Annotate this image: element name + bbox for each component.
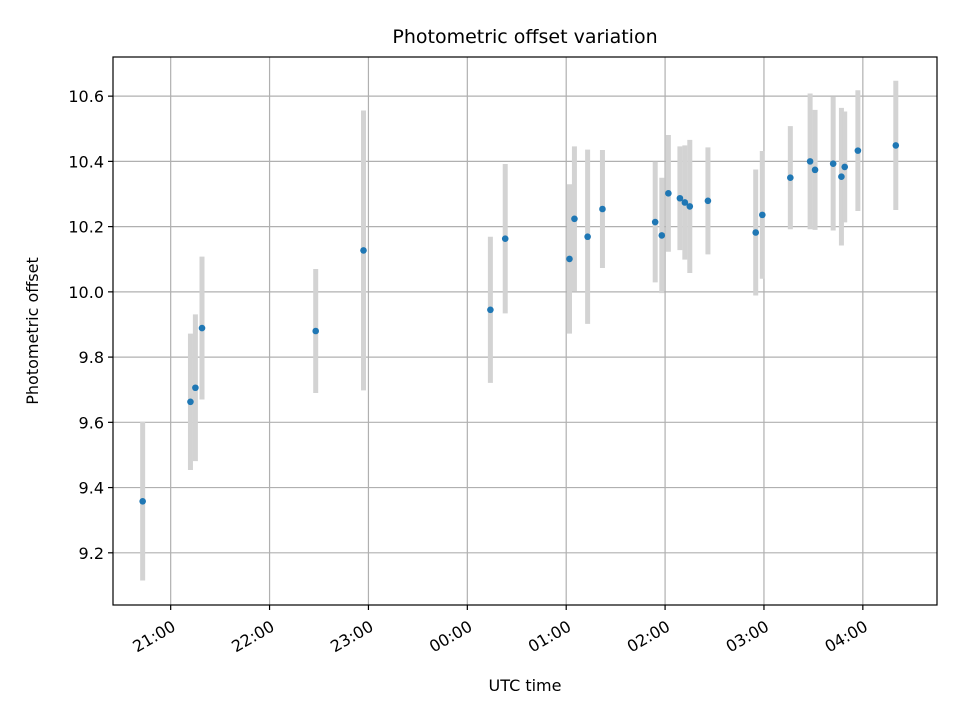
y-axis-label: Photometric offset (23, 257, 42, 405)
y-tick-label: 10.6 (68, 87, 104, 106)
chart-title: Photometric offset variation (392, 26, 657, 48)
data-point (192, 384, 199, 392)
grid-lines (113, 57, 937, 605)
data-point (198, 324, 206, 332)
x-tick-label: 02:00 (624, 617, 673, 657)
x-tick-label: 00:00 (426, 617, 475, 657)
data-points (139, 142, 900, 505)
data-point (811, 166, 819, 174)
data-point (487, 306, 494, 314)
data-point (665, 190, 672, 197)
plot-frame (112, 56, 938, 606)
x-axis-ticks: 21:00 22:00 23:00 00:00 01:00 02:00 03:00 04:00 (129, 605, 871, 656)
data-point (566, 255, 573, 263)
data-point (658, 232, 666, 239)
data-point (501, 235, 509, 242)
y-tick-label: 10.4 (68, 152, 104, 171)
x-tick-label: 04:00 (821, 617, 870, 657)
data-point (892, 142, 900, 149)
data-point (599, 205, 606, 213)
data-point (571, 215, 578, 223)
error-bars (140, 80, 899, 581)
data-point (187, 398, 194, 406)
data-point (752, 229, 760, 236)
y-tick-label: 9.6 (79, 413, 104, 432)
y-tick-label: 9.8 (79, 348, 104, 367)
data-point (759, 211, 766, 219)
y-tick-label: 9.4 (79, 479, 104, 498)
data-point (787, 174, 794, 181)
data-point (829, 160, 837, 167)
x-axis-label: UTC time (489, 676, 562, 695)
data-point (686, 203, 694, 210)
x-tick-label: 03:00 (723, 617, 772, 657)
data-point (806, 158, 814, 165)
data-point (681, 199, 689, 206)
data-point (360, 247, 367, 254)
x-tick-label: 22:00 (228, 617, 277, 657)
data-point (139, 497, 146, 505)
data-point (584, 233, 591, 241)
y-tick-label: 10.2 (68, 218, 104, 237)
data-point (312, 327, 320, 335)
data-point (838, 173, 845, 181)
x-tick-label: 01:00 (525, 617, 574, 657)
data-point (676, 194, 684, 202)
data-point (651, 218, 659, 226)
y-tick-label: 9.2 (79, 544, 104, 563)
data-point (841, 163, 849, 171)
y-axis-ticks: 9.2 9.4 9.6 9.8 10.0 10.2 10.4 10.6 (68, 87, 113, 563)
data-point (704, 197, 712, 205)
x-tick-label: 23:00 (327, 617, 376, 657)
y-tick-label: 10.0 (68, 283, 104, 302)
x-tick-label: 21:00 (129, 617, 178, 657)
data-point (854, 147, 862, 154)
